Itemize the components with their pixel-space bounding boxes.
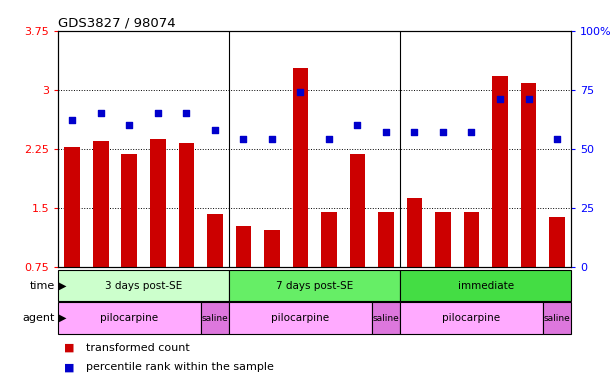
Text: 3 days post-SE: 3 days post-SE	[105, 280, 182, 291]
Text: percentile rank within the sample: percentile rank within the sample	[86, 362, 273, 372]
Text: pilocarpine: pilocarpine	[442, 313, 500, 323]
Bar	[93, 141, 109, 267]
Text: saline: saline	[202, 314, 229, 323]
Bar	[549, 217, 565, 267]
Point	[181, 110, 191, 116]
Text: GDS3827 / 98074: GDS3827 / 98074	[58, 17, 176, 30]
Bar	[521, 83, 536, 267]
Bar	[543, 302, 571, 334]
Point	[210, 127, 220, 133]
Bar	[229, 302, 371, 334]
Text: 7 days post-SE: 7 days post-SE	[276, 280, 353, 291]
Point	[67, 118, 77, 124]
Text: transformed count: transformed count	[86, 343, 189, 353]
Bar	[492, 76, 508, 267]
Bar	[349, 154, 365, 267]
Text: saline: saline	[373, 314, 400, 323]
Point	[495, 96, 505, 102]
Point	[267, 136, 277, 142]
Text: agent: agent	[23, 313, 55, 323]
Text: pilocarpine: pilocarpine	[271, 313, 329, 323]
Bar	[150, 139, 166, 267]
Bar	[65, 147, 80, 267]
Text: ■: ■	[64, 343, 75, 353]
Point	[96, 110, 106, 116]
Point	[409, 129, 419, 135]
Text: ■: ■	[64, 362, 75, 372]
Bar	[464, 212, 480, 267]
Bar	[264, 230, 280, 267]
Bar	[58, 302, 200, 334]
Bar	[321, 212, 337, 267]
Bar	[122, 154, 137, 267]
Bar	[200, 302, 229, 334]
Point	[524, 96, 533, 102]
Point	[324, 136, 334, 142]
Point	[125, 122, 134, 128]
Bar	[371, 302, 400, 334]
Text: immediate: immediate	[458, 280, 514, 291]
Point	[353, 122, 362, 128]
Text: ▶: ▶	[59, 280, 67, 291]
Bar	[400, 270, 571, 301]
Text: pilocarpine: pilocarpine	[100, 313, 158, 323]
Point	[296, 89, 306, 95]
Bar	[178, 143, 194, 267]
Bar	[378, 212, 394, 267]
Bar	[435, 212, 451, 267]
Bar	[229, 270, 400, 301]
Bar	[236, 226, 251, 267]
Bar	[407, 198, 422, 267]
Point	[438, 129, 448, 135]
Text: ▶: ▶	[59, 313, 67, 323]
Bar	[58, 270, 229, 301]
Point	[381, 129, 391, 135]
Point	[238, 136, 248, 142]
Text: time: time	[30, 280, 55, 291]
Bar	[400, 302, 543, 334]
Point	[153, 110, 163, 116]
Point	[552, 136, 562, 142]
Bar	[207, 214, 223, 267]
Text: saline: saline	[544, 314, 571, 323]
Bar	[293, 68, 309, 267]
Point	[467, 129, 477, 135]
